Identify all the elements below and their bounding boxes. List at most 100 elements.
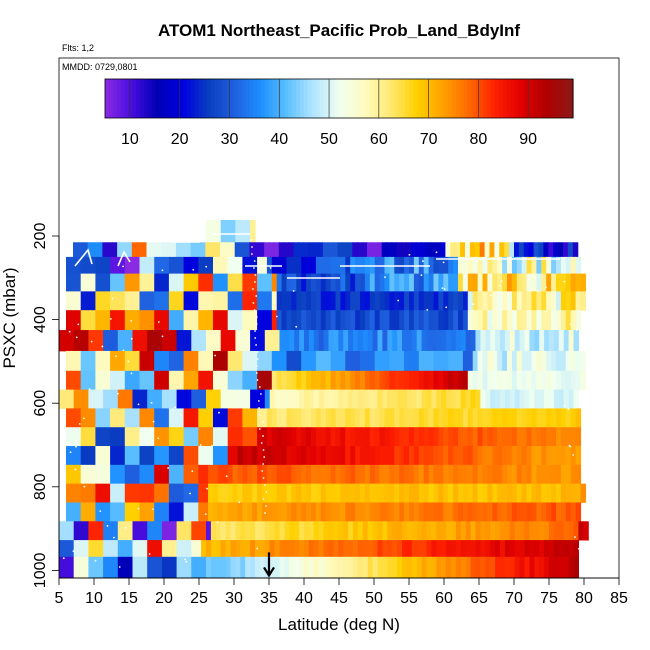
heatmap-cell — [220, 540, 227, 558]
colorbar-swatch — [534, 79, 539, 118]
heatmap-cell — [340, 483, 346, 503]
heatmap-cell — [188, 370, 194, 391]
heatmap-cell — [154, 483, 160, 503]
heatmap-cell — [402, 330, 408, 352]
heatmap-cell — [428, 483, 435, 503]
heatmap-cell — [389, 464, 395, 485]
track-point — [205, 265, 208, 268]
heatmap-cell — [115, 464, 121, 485]
heatmap-cell — [546, 427, 552, 447]
heatmap-cell — [472, 464, 479, 485]
heatmap-cell — [274, 389, 281, 409]
colorbar-swatch — [541, 79, 547, 118]
heatmap-cell — [242, 291, 248, 311]
heatmap-cell — [416, 556, 423, 579]
heatmap-cell — [75, 483, 82, 503]
heatmap-cell — [235, 220, 241, 243]
heatmap-cell — [495, 556, 501, 579]
heatmap-cell — [237, 273, 243, 292]
heatmap-cell — [431, 330, 437, 352]
heatmap-cell — [350, 427, 356, 447]
heatmap-cell — [546, 291, 552, 311]
track-point — [255, 295, 258, 297]
heatmap-cell — [565, 291, 572, 311]
heatmap-cell — [149, 273, 155, 292]
heatmap-cell — [465, 540, 472, 558]
heatmap-cell — [453, 310, 459, 331]
heatmap-cell — [350, 370, 356, 391]
heatmap-cell — [531, 464, 537, 485]
heatmap-cell — [330, 408, 337, 428]
heatmap-cell — [568, 521, 575, 541]
heatmap-cell — [98, 521, 104, 541]
heatmap-cell — [70, 408, 77, 428]
x-tick-label: 80 — [575, 590, 593, 607]
heatmap-cell — [304, 330, 310, 352]
heatmap-cell — [95, 408, 101, 428]
heatmap-cell — [318, 389, 325, 409]
colorbar-swatch — [440, 79, 445, 118]
heatmap-cell — [301, 291, 307, 311]
heatmap-cell — [511, 310, 518, 331]
x-axis-label: Latitude (deg N) — [278, 615, 400, 634]
heatmap-cell — [556, 446, 562, 466]
heatmap-cell — [235, 389, 241, 409]
track-point — [214, 354, 217, 357]
heatmap-cell — [480, 521, 486, 541]
track-point — [257, 400, 260, 402]
heatmap-cell — [448, 446, 454, 466]
heatmap-cell — [470, 389, 477, 409]
heatmap-cell — [142, 540, 148, 558]
heatmap-cell — [458, 464, 464, 485]
heatmap-cell — [394, 427, 400, 447]
heatmap-cell — [531, 256, 537, 275]
heatmap-cell — [129, 446, 136, 466]
heatmap-cell — [95, 464, 101, 485]
heatmap-cell — [377, 556, 383, 579]
heatmap-cell — [59, 521, 65, 541]
track-point — [174, 406, 176, 409]
heatmap-cell — [392, 389, 398, 409]
heatmap-cell — [311, 291, 317, 311]
y-axis-label: PSXC (mbar) — [0, 267, 19, 368]
heatmap-cell — [504, 556, 511, 579]
heatmap-cell — [93, 330, 99, 352]
heatmap-cell — [399, 464, 405, 485]
heatmap-cell — [198, 310, 204, 331]
heatmap-cell — [308, 389, 315, 409]
heatmap-cell — [95, 310, 101, 331]
heatmap-cell — [325, 273, 332, 292]
heatmap-cell — [164, 464, 170, 485]
heatmap-cell — [565, 446, 572, 466]
heatmap-cell — [122, 521, 129, 541]
heatmap-cell — [371, 242, 378, 258]
heatmap-cell — [92, 242, 99, 258]
heatmap-cell — [93, 556, 99, 579]
heatmap-cell — [281, 256, 288, 275]
heatmap-cell — [315, 427, 322, 447]
track-point — [255, 316, 258, 318]
track-point — [184, 558, 187, 561]
heatmap-cell — [222, 256, 229, 275]
heatmap-cell — [570, 502, 577, 522]
track-point — [441, 287, 444, 289]
heatmap-cell — [82, 242, 89, 258]
heatmap-cell — [333, 389, 339, 409]
heatmap-cell — [235, 556, 241, 579]
heatmap-cell — [531, 310, 537, 331]
heatmap-cell — [190, 242, 197, 258]
heatmap-cell — [472, 273, 479, 292]
track-point — [113, 536, 115, 539]
heatmap-cell — [325, 310, 332, 331]
heatmap-cell — [524, 389, 530, 409]
heatmap-cell — [531, 350, 537, 372]
heatmap-cell — [90, 446, 96, 466]
heatmap-cell — [360, 370, 366, 391]
heatmap-cell — [507, 464, 513, 485]
heatmap-cell — [376, 242, 383, 258]
colorbar-swatch — [358, 79, 363, 118]
heatmap-cell — [87, 242, 94, 258]
heatmap-cell — [183, 427, 190, 447]
heatmap-cell — [345, 408, 351, 428]
heatmap-cell — [367, 389, 374, 409]
